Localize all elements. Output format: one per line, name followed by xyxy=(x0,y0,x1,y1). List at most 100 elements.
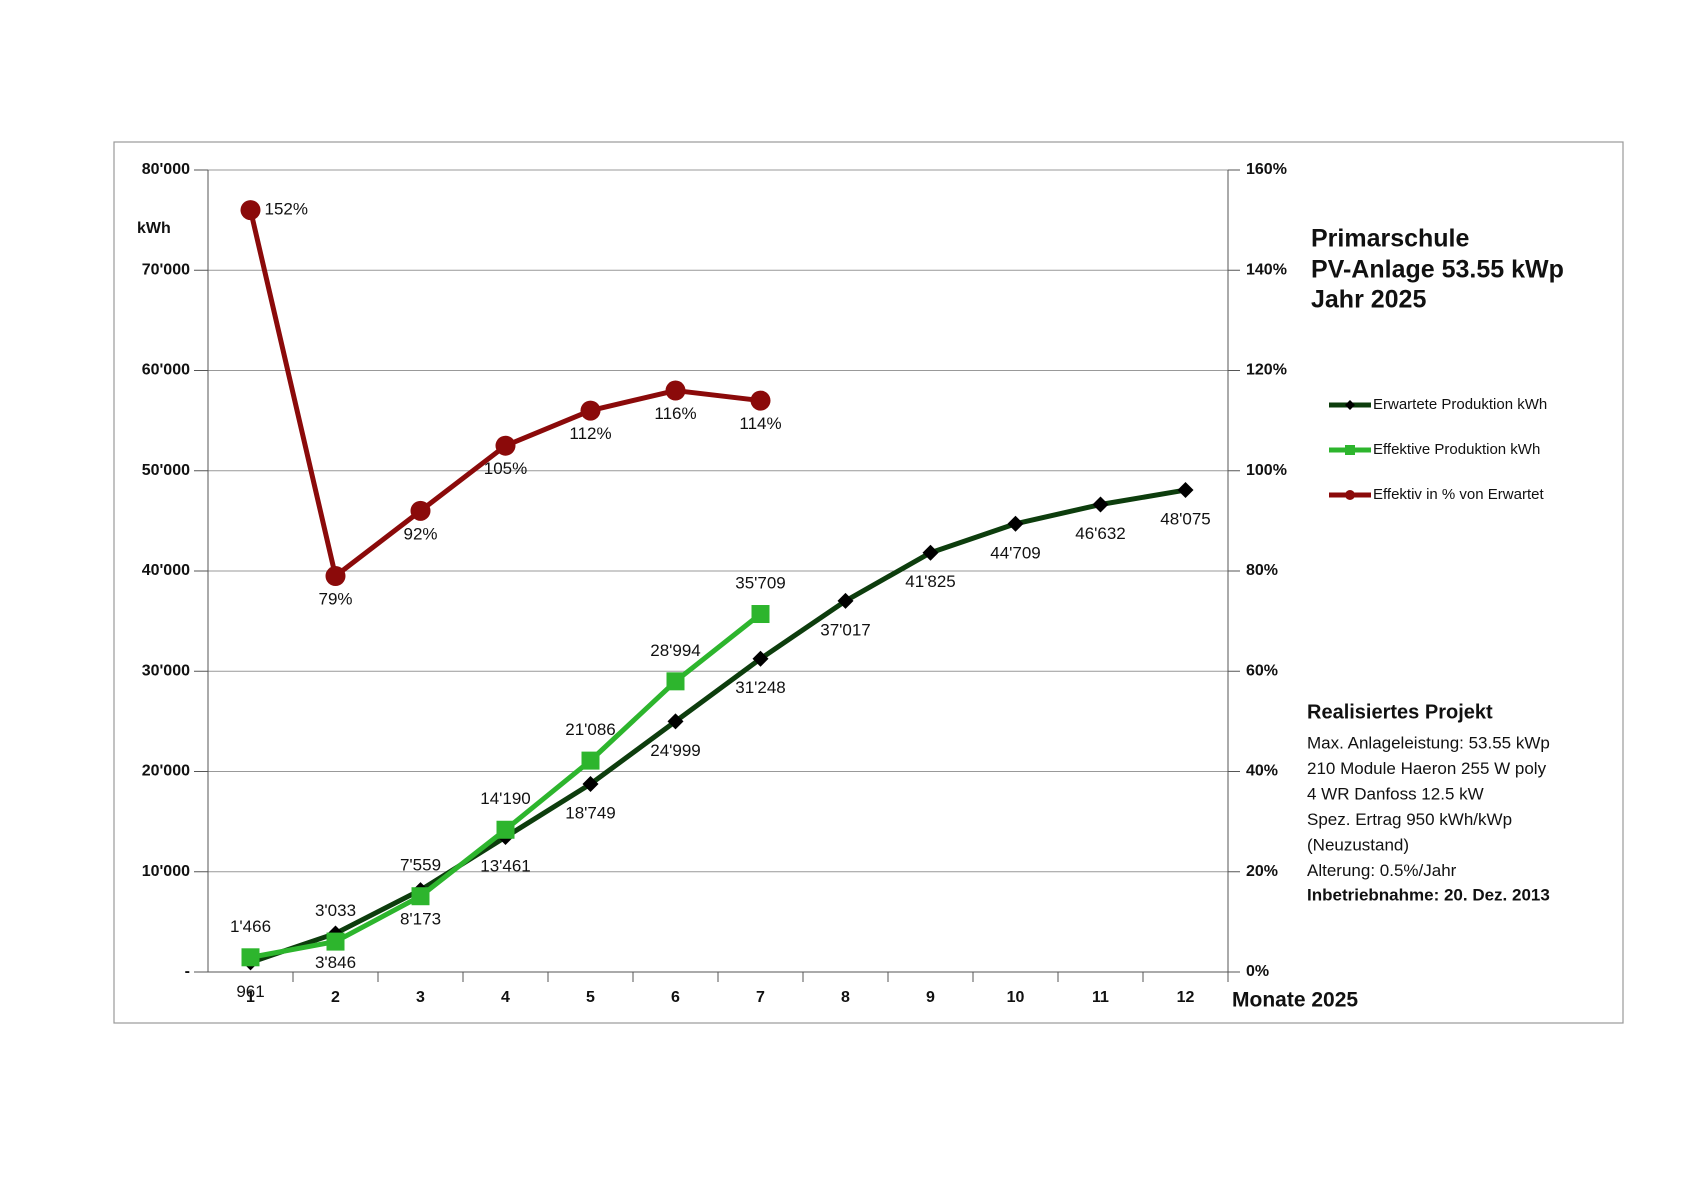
data-label: 112% xyxy=(569,424,611,443)
data-label: 44'709 xyxy=(990,543,1041,562)
y2-tick-label: 20% xyxy=(1246,863,1278,880)
x-axis-label: Monate 2025 xyxy=(1232,989,1358,1012)
legend-marker xyxy=(1345,445,1355,455)
x-tick-label: 7 xyxy=(756,989,765,1006)
y2-tick-label: 120% xyxy=(1246,362,1287,379)
x-tick-label: 8 xyxy=(841,989,850,1006)
data-label: 114% xyxy=(739,414,781,433)
marker xyxy=(496,820,515,839)
y2-tick-label: 80% xyxy=(1246,562,1278,579)
chart-title: PV-Anlage 53.55 kWp xyxy=(1311,256,1564,284)
marker xyxy=(752,650,769,667)
marker xyxy=(1177,482,1194,499)
y-axis-label: kWh xyxy=(137,220,171,237)
chart-title: Primarschule xyxy=(1311,225,1470,253)
data-label: 13'461 xyxy=(480,857,531,876)
x-tick-label: 5 xyxy=(586,989,595,1006)
notes-line: Alterung: 0.5%/Jahr xyxy=(1307,861,1457,880)
marker xyxy=(750,390,771,411)
x-tick-label: 6 xyxy=(671,989,680,1006)
y-tick-label: 80'000 xyxy=(142,161,190,178)
y-tick-label: 40'000 xyxy=(142,562,190,579)
data-label: 1'466 xyxy=(230,917,271,936)
notes-line: Max. Anlageleistung: 53.55 kWp xyxy=(1307,733,1550,752)
y2-tick-label: 60% xyxy=(1246,662,1278,679)
marker xyxy=(1092,496,1109,513)
data-label: 37'017 xyxy=(820,620,871,639)
x-tick-label: 12 xyxy=(1177,989,1195,1006)
y-tick-label: 20'000 xyxy=(142,763,190,780)
y-tick-label: 70'000 xyxy=(142,261,190,278)
legend-label: Effektive Produktion kWh xyxy=(1373,441,1540,458)
notes-line: 210 Module Haeron 255 W poly xyxy=(1307,759,1547,778)
marker xyxy=(837,592,854,609)
marker xyxy=(1007,515,1024,532)
marker xyxy=(411,887,430,906)
data-label: 3'846 xyxy=(315,953,356,972)
marker xyxy=(241,948,260,967)
notes-line: 4 WR Danfoss 12.5 kW xyxy=(1307,784,1484,803)
data-label: 79% xyxy=(318,589,352,608)
y2-tick-label: 0% xyxy=(1246,963,1269,980)
data-label: 8'173 xyxy=(400,910,441,929)
y-tick-label: 50'000 xyxy=(142,462,190,479)
marker xyxy=(410,500,431,521)
marker xyxy=(667,713,684,730)
data-label: 105% xyxy=(484,459,527,478)
marker xyxy=(665,380,686,401)
notes-line: Spez. Ertrag 950 kWh/kWp xyxy=(1307,810,1512,829)
chart-frame xyxy=(113,141,1624,1024)
notes-footer: Inbetriebnahme: 20. Dez. 2013 xyxy=(1307,885,1550,904)
y2-tick-label: 160% xyxy=(1246,161,1287,178)
y-tick-label: 30'000 xyxy=(142,662,190,679)
notes-line: (Neuzustand) xyxy=(1307,835,1409,854)
series-line xyxy=(249,487,1186,965)
data-label: 41'825 xyxy=(905,572,956,591)
legend-marker xyxy=(1345,400,1355,410)
x-tick-label: 2 xyxy=(331,989,340,1006)
data-label: 21'086 xyxy=(565,720,616,739)
marker xyxy=(580,400,601,421)
x-tick-label: 11 xyxy=(1092,989,1109,1006)
data-label: 28'994 xyxy=(650,641,701,660)
marker xyxy=(922,544,939,561)
x-tick-label: 3 xyxy=(416,989,425,1006)
data-label: 92% xyxy=(403,524,437,543)
data-label: 3'033 xyxy=(315,901,356,920)
marker xyxy=(666,672,685,691)
data-label: 116% xyxy=(654,404,696,423)
data-label: 18'749 xyxy=(565,804,616,823)
data-label: 48'075 xyxy=(1160,510,1211,529)
x-tick-label: 9 xyxy=(926,989,935,1006)
data-label: 961 xyxy=(236,982,264,1001)
legend-marker xyxy=(1345,490,1355,500)
y2-tick-label: 100% xyxy=(1246,462,1287,479)
y2-tick-label: 140% xyxy=(1246,261,1287,278)
notes-heading: Realisiertes Projekt xyxy=(1307,701,1493,723)
y-tick-label: - xyxy=(185,963,190,980)
marker xyxy=(581,751,600,770)
marker xyxy=(325,566,346,587)
y2-tick-label: 40% xyxy=(1246,763,1278,780)
x-tick-label: 4 xyxy=(501,989,510,1006)
legend-label: Effektiv in % von Erwartet xyxy=(1373,486,1544,503)
y-tick-label: 10'000 xyxy=(142,863,190,880)
data-label: 14'190 xyxy=(480,789,531,808)
x-tick-label: 1 xyxy=(246,989,255,1006)
data-label: 7'559 xyxy=(400,856,441,875)
y-tick-label: 60'000 xyxy=(142,362,190,379)
marker xyxy=(240,200,261,221)
data-label: 24'999 xyxy=(650,741,701,760)
marker xyxy=(582,776,599,793)
marker xyxy=(751,605,770,624)
marker xyxy=(326,932,345,951)
data-label: 35'709 xyxy=(735,574,786,593)
data-label: 152% xyxy=(265,200,308,219)
x-tick-label: 10 xyxy=(1007,989,1025,1006)
marker xyxy=(495,435,516,456)
data-label: 46'632 xyxy=(1075,524,1126,543)
chart-title: Jahr 2025 xyxy=(1311,286,1426,314)
data-label: 31'248 xyxy=(735,678,786,697)
legend-label: Erwartete Produktion kWh xyxy=(1373,396,1547,413)
